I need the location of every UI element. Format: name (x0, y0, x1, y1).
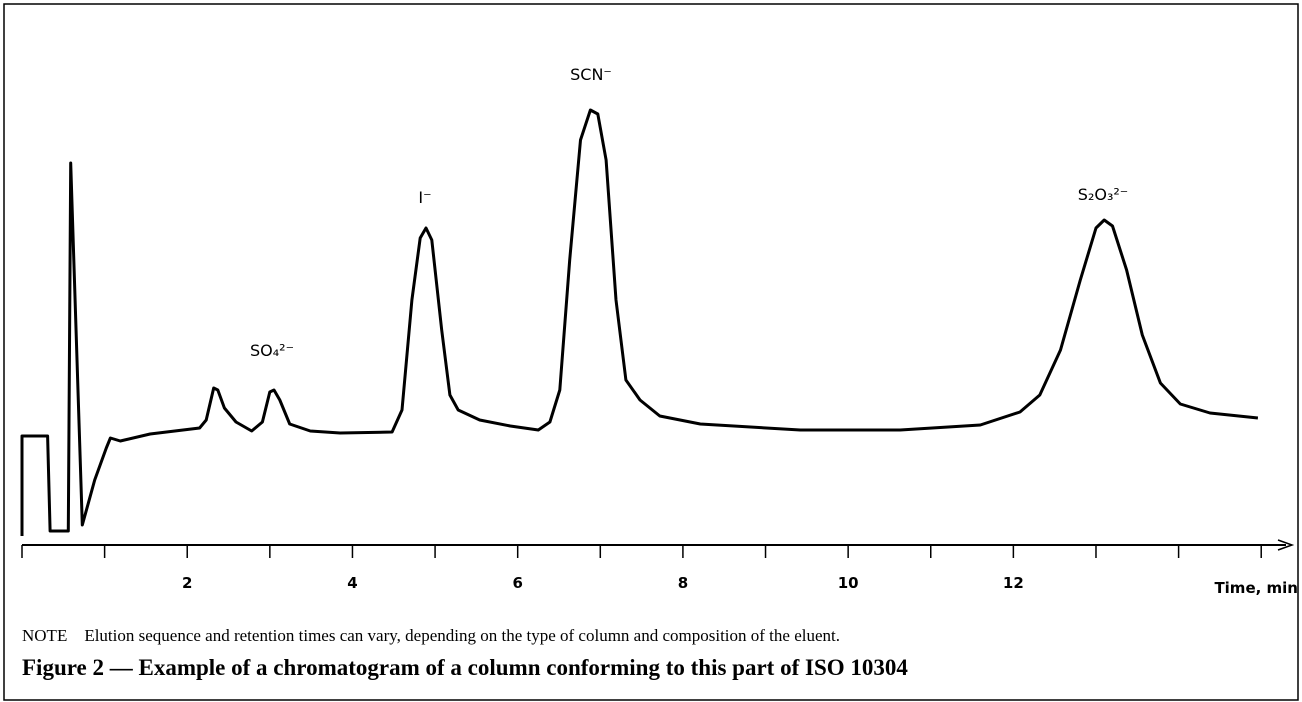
x-tick-label: 12 (1003, 574, 1024, 592)
x-tick-label: 6 (512, 574, 522, 592)
x-tick-label: 8 (678, 574, 688, 592)
x-tick-label: 4 (347, 574, 357, 592)
peak-label: S₂O₃²⁻ (1078, 185, 1128, 204)
peak-label: I⁻ (418, 188, 431, 207)
trace (20, 108, 1259, 536)
x-tick-label: 10 (838, 574, 859, 592)
x-axis-label: Time, min (1214, 579, 1298, 597)
frame (3, 3, 1299, 701)
axis-arrow (1277, 539, 1295, 551)
x-tick-label: 2 (182, 574, 192, 592)
peak-label: SO₄²⁻ (250, 341, 294, 360)
caption: Figure 2 — Example of a chromatogram of … (22, 655, 908, 680)
peak-label: SCN⁻ (570, 65, 612, 84)
note: NOTE Elution sequence and retention time… (22, 626, 840, 645)
